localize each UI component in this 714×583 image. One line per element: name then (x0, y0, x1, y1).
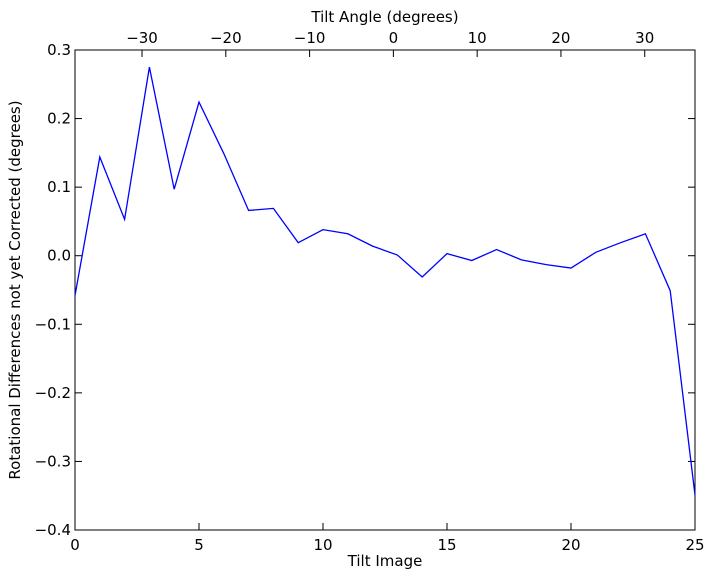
y-tick-label: 0.1 (47, 178, 71, 196)
series-line (74, 67, 696, 496)
y-tick-label: 0.3 (47, 41, 71, 59)
x-tick-label: 15 (437, 536, 456, 554)
x-tick-label: 0 (70, 536, 80, 554)
ticks-layer (74, 49, 696, 531)
x-axis-title: Tilt Image (347, 552, 423, 570)
top-x-tick-label: −20 (210, 29, 242, 47)
tick-labels-layer: 0 5 10 15 20 25 −30 −20 −10 0 10 20 30 0.3 0.2 0.1 0.0 −0… (35, 29, 705, 554)
x-tick-label: 20 (561, 536, 580, 554)
x-tick-label: 25 (685, 536, 704, 554)
y-tick-label: 0.2 (47, 110, 71, 128)
y-tick-label: −0.1 (35, 315, 71, 333)
y-tick-label: 0.0 (47, 247, 71, 265)
top-x-axis-title: Tilt Angle (degrees) (310, 8, 458, 26)
y-tick-label: −0.2 (35, 384, 71, 402)
plot-area-frame (74, 49, 696, 531)
y-tick-label: −0.4 (35, 521, 71, 539)
top-x-tick-label: 0 (389, 29, 399, 47)
y-tick-label: −0.3 (35, 452, 71, 470)
y-axis-title: Rotational Differences not yet Corrected… (6, 100, 24, 479)
top-x-tick-label: 30 (635, 29, 654, 47)
top-x-tick-label: −30 (126, 29, 158, 47)
top-x-tick-label: 10 (468, 29, 487, 47)
x-tick-label: 10 (313, 536, 332, 554)
x-tick-label: 5 (194, 536, 204, 554)
top-x-tick-label: −10 (294, 29, 326, 47)
top-x-tick-label: 20 (551, 29, 570, 47)
